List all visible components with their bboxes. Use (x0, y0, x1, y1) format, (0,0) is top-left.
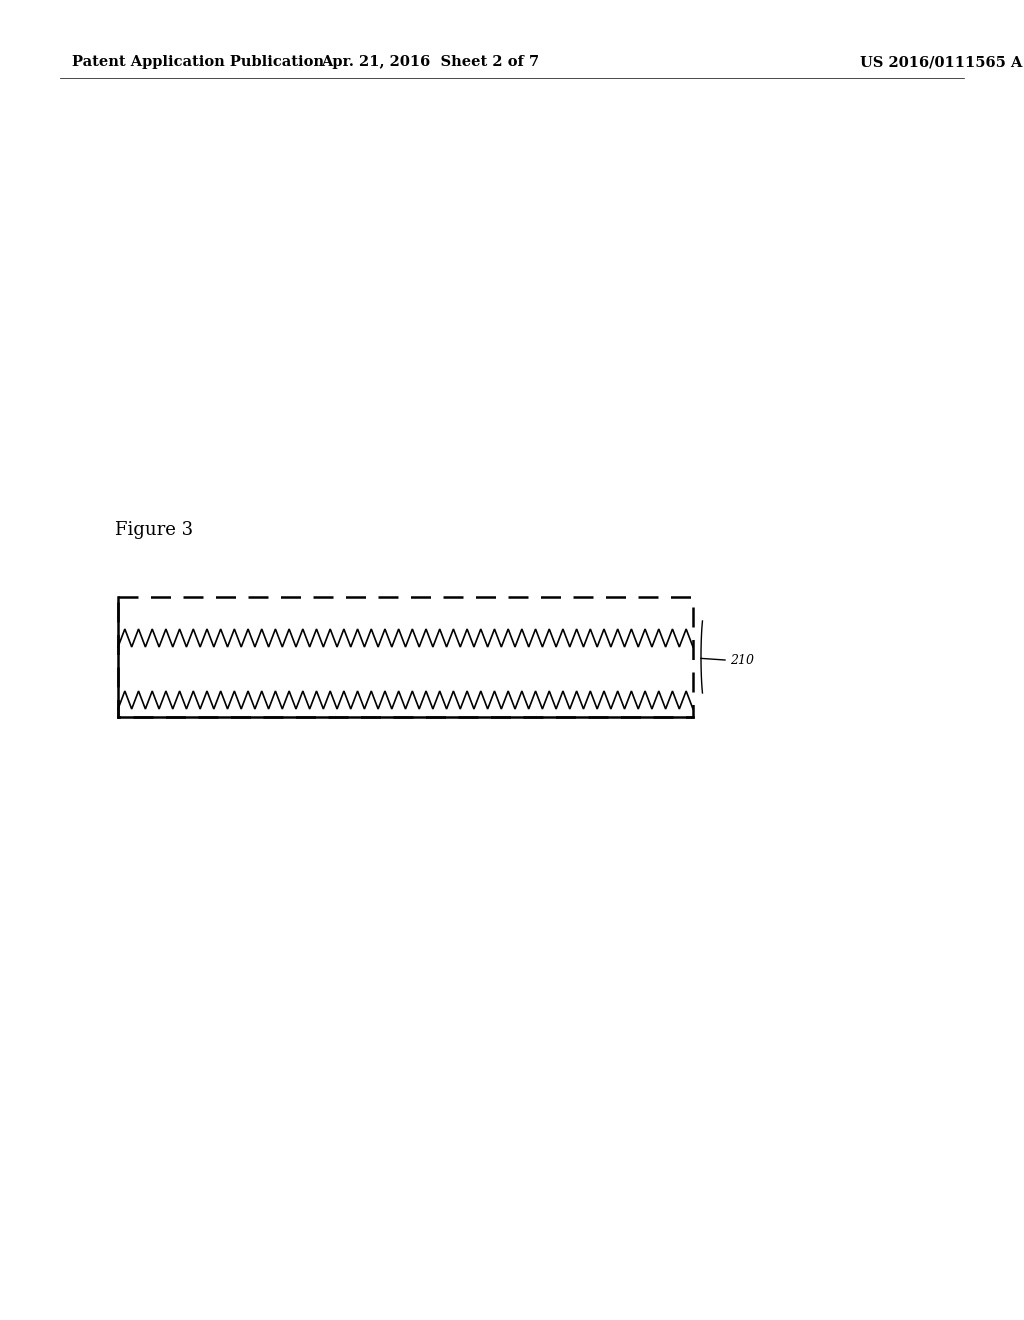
Text: Apr. 21, 2016  Sheet 2 of 7: Apr. 21, 2016 Sheet 2 of 7 (321, 55, 539, 69)
Text: Figure 3: Figure 3 (115, 521, 194, 539)
Bar (118, 597, 693, 717)
Text: Patent Application Publication: Patent Application Publication (72, 55, 324, 69)
Text: US 2016/0111565 A1: US 2016/0111565 A1 (860, 55, 1024, 69)
Text: 210: 210 (730, 653, 754, 667)
